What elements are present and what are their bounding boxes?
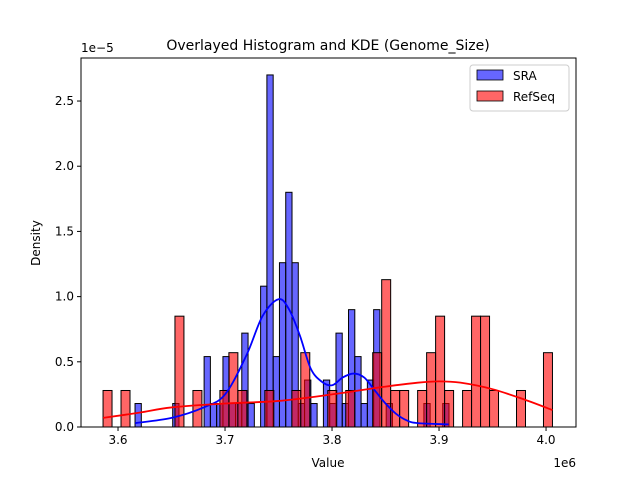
bar-refseq-46 xyxy=(516,389,526,428)
bar-refseq-43 xyxy=(489,389,500,428)
bar-refseq-2 xyxy=(120,389,131,428)
bar-sra-18 xyxy=(247,403,255,428)
y-tick-label: 1.0 xyxy=(55,290,74,304)
legend-swatch-refseq xyxy=(476,90,504,102)
x-offset-label: 1e6 xyxy=(553,456,576,470)
y-axis-label: Density xyxy=(29,220,43,266)
bar-refseq-38 xyxy=(444,389,455,428)
kde-line-refseq xyxy=(102,380,553,419)
y-tick-label: 2.5 xyxy=(55,94,74,108)
x-tick-label: 3.7 xyxy=(215,433,234,447)
kde-line-sra xyxy=(135,298,449,426)
bar-refseq-41 xyxy=(471,315,482,428)
bar-refseq-25 xyxy=(327,389,338,428)
y-tick-label: 0.0 xyxy=(55,420,74,434)
bar-refseq-42 xyxy=(480,315,491,428)
bar-refseq-37 xyxy=(435,315,446,428)
bar-refseq-40 xyxy=(462,389,473,428)
x-tick-label: 4.0 xyxy=(536,433,555,447)
legend: SRA RefSeq xyxy=(469,64,570,112)
x-axis-label: Value xyxy=(312,456,345,470)
legend-label-sra: SRA xyxy=(513,69,537,83)
bar-sra-12 xyxy=(209,403,218,428)
bar-refseq-15 xyxy=(237,389,248,428)
bar-refseq-35 xyxy=(417,389,428,428)
bar-refseq-18 xyxy=(264,389,275,428)
bars-layer xyxy=(102,74,553,428)
bar-refseq-14 xyxy=(228,352,239,428)
bar-sra-23 xyxy=(278,262,287,428)
ticks-layer: 3.6 3.7 3.8 3.9 4.0 0.0 0.5 1.0 1.5 2.0 2.5 xyxy=(55,94,556,447)
y-tick-label: 1.5 xyxy=(55,224,74,238)
bar-sra-28 xyxy=(310,403,318,428)
legend-swatch-sra xyxy=(476,69,504,81)
y-tick-label: 2.0 xyxy=(55,159,74,173)
chart-title: Overlayed Histogram and KDE (Genome_Size… xyxy=(166,38,489,54)
kde-layer xyxy=(102,298,553,426)
bar-refseq-49 xyxy=(542,352,553,428)
bar-refseq-8 xyxy=(174,315,185,428)
bar-refseq-36 xyxy=(426,352,437,428)
bar-refseq-0 xyxy=(102,389,113,428)
bar-sra-21 xyxy=(266,74,274,428)
plot-frame xyxy=(80,57,577,428)
bar-refseq-32 xyxy=(390,389,401,428)
legend-label-refseq: RefSeq xyxy=(513,90,555,104)
y-offset-label: 1e−5 xyxy=(81,41,114,55)
bar-sra-11 xyxy=(203,356,211,428)
x-tick-label: 3.8 xyxy=(322,433,341,447)
y-tick-label: 0.5 xyxy=(55,355,74,369)
x-tick-label: 3.9 xyxy=(429,433,448,447)
bar-sra-36 xyxy=(360,403,368,428)
bar-refseq-21 xyxy=(291,389,302,428)
x-tick-label: 3.6 xyxy=(108,433,127,447)
bar-refseq-27 xyxy=(345,389,356,428)
